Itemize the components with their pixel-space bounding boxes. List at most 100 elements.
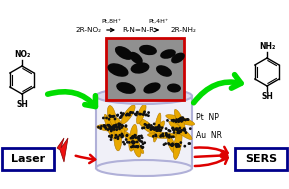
- Ellipse shape: [108, 127, 111, 130]
- Ellipse shape: [129, 111, 132, 114]
- Ellipse shape: [182, 129, 185, 131]
- Ellipse shape: [148, 132, 178, 138]
- Ellipse shape: [179, 118, 181, 121]
- Ellipse shape: [160, 134, 163, 137]
- Ellipse shape: [110, 134, 113, 137]
- Ellipse shape: [171, 53, 185, 63]
- Ellipse shape: [125, 134, 128, 137]
- Ellipse shape: [97, 124, 128, 132]
- Ellipse shape: [140, 135, 143, 137]
- Ellipse shape: [131, 135, 134, 138]
- Ellipse shape: [163, 143, 165, 146]
- Ellipse shape: [130, 146, 133, 148]
- Ellipse shape: [141, 146, 144, 149]
- Ellipse shape: [145, 114, 148, 116]
- Ellipse shape: [182, 118, 185, 120]
- Ellipse shape: [158, 125, 161, 128]
- Ellipse shape: [111, 128, 114, 131]
- Ellipse shape: [127, 113, 129, 115]
- Ellipse shape: [153, 121, 164, 139]
- Ellipse shape: [96, 88, 192, 104]
- Ellipse shape: [154, 127, 157, 129]
- Ellipse shape: [132, 140, 135, 143]
- Ellipse shape: [131, 62, 149, 74]
- Ellipse shape: [120, 112, 123, 114]
- Ellipse shape: [171, 144, 174, 146]
- Ellipse shape: [146, 125, 149, 128]
- Ellipse shape: [121, 125, 124, 127]
- Ellipse shape: [118, 122, 121, 125]
- Ellipse shape: [116, 137, 119, 140]
- Ellipse shape: [158, 126, 161, 129]
- Ellipse shape: [177, 143, 180, 146]
- Ellipse shape: [119, 116, 122, 119]
- Ellipse shape: [159, 129, 162, 132]
- Ellipse shape: [152, 127, 155, 130]
- Ellipse shape: [143, 110, 146, 113]
- Ellipse shape: [168, 143, 171, 146]
- Ellipse shape: [152, 135, 155, 138]
- Ellipse shape: [159, 135, 162, 138]
- Ellipse shape: [174, 143, 177, 146]
- Ellipse shape: [122, 112, 125, 115]
- Ellipse shape: [138, 135, 141, 138]
- Ellipse shape: [100, 125, 103, 128]
- Ellipse shape: [136, 112, 138, 115]
- Ellipse shape: [166, 135, 168, 138]
- Ellipse shape: [136, 146, 139, 148]
- Ellipse shape: [105, 127, 107, 130]
- Ellipse shape: [121, 114, 124, 116]
- Ellipse shape: [140, 140, 143, 143]
- Ellipse shape: [131, 145, 134, 148]
- Ellipse shape: [158, 129, 160, 131]
- Ellipse shape: [164, 142, 167, 145]
- Ellipse shape: [102, 117, 105, 119]
- Ellipse shape: [153, 128, 156, 131]
- Ellipse shape: [97, 126, 100, 129]
- Ellipse shape: [157, 128, 160, 131]
- Ellipse shape: [147, 114, 150, 117]
- Ellipse shape: [103, 124, 105, 127]
- Ellipse shape: [133, 141, 136, 144]
- Ellipse shape: [169, 121, 192, 139]
- Ellipse shape: [124, 125, 127, 128]
- Ellipse shape: [171, 127, 174, 130]
- Ellipse shape: [177, 119, 179, 122]
- Ellipse shape: [179, 119, 182, 121]
- Ellipse shape: [178, 127, 181, 129]
- Ellipse shape: [171, 144, 174, 147]
- Ellipse shape: [138, 138, 141, 141]
- Ellipse shape: [125, 138, 127, 141]
- Ellipse shape: [179, 117, 181, 120]
- Ellipse shape: [110, 130, 113, 132]
- Ellipse shape: [167, 136, 177, 154]
- Ellipse shape: [151, 126, 154, 129]
- Text: SERS: SERS: [245, 154, 277, 164]
- Ellipse shape: [156, 126, 159, 129]
- Ellipse shape: [134, 134, 137, 137]
- Ellipse shape: [188, 142, 191, 145]
- Ellipse shape: [178, 118, 181, 121]
- Ellipse shape: [186, 118, 189, 121]
- Ellipse shape: [122, 130, 144, 153]
- Ellipse shape: [165, 132, 168, 135]
- Text: Laser: Laser: [11, 154, 45, 164]
- Text: NO₂: NO₂: [14, 50, 30, 59]
- Ellipse shape: [181, 118, 184, 121]
- Ellipse shape: [135, 145, 138, 148]
- Ellipse shape: [136, 145, 139, 148]
- Ellipse shape: [183, 118, 185, 121]
- Ellipse shape: [121, 134, 124, 137]
- Ellipse shape: [175, 145, 178, 147]
- Text: NH₂: NH₂: [259, 42, 275, 51]
- Ellipse shape: [115, 124, 118, 126]
- Ellipse shape: [158, 129, 161, 131]
- Ellipse shape: [167, 129, 170, 132]
- Ellipse shape: [125, 114, 128, 117]
- Ellipse shape: [179, 118, 182, 121]
- Ellipse shape: [108, 135, 111, 138]
- Ellipse shape: [129, 111, 132, 114]
- Ellipse shape: [158, 125, 160, 128]
- Ellipse shape: [175, 118, 178, 121]
- Ellipse shape: [143, 126, 146, 129]
